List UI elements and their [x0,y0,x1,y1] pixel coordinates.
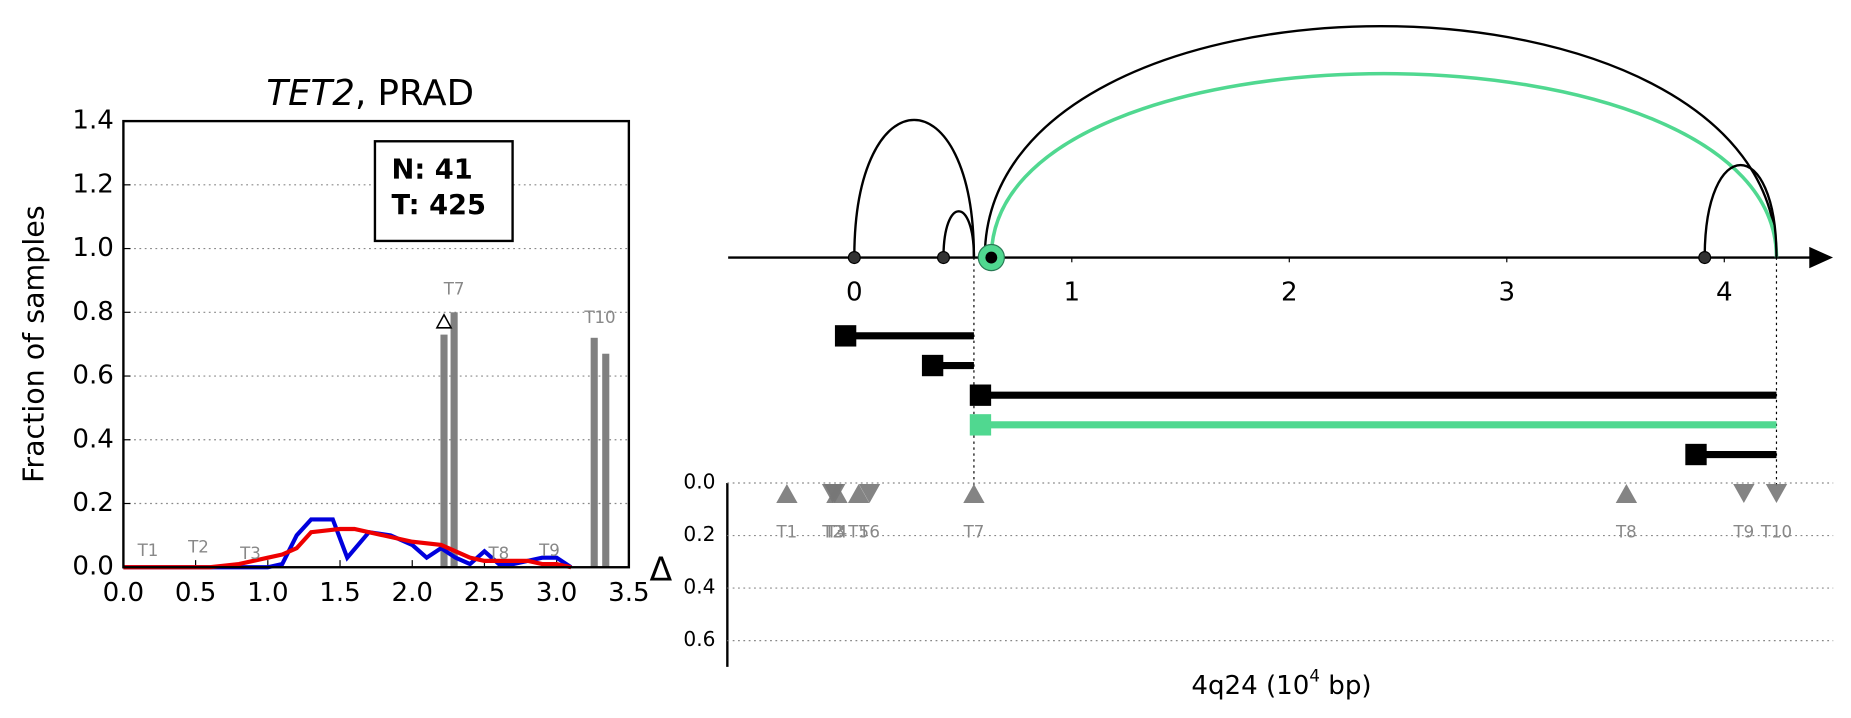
y-tick-label: 0.2 [683,522,715,546]
breakpoint [1698,251,1712,265]
x-tick-label: 3.5 [608,578,650,608]
y-tick-label: 1.2 [72,169,114,199]
track-label: T8 [1615,522,1637,541]
x-tick-label: 2.0 [391,578,433,608]
track-label: T3 [239,544,261,563]
title-gene: TET2 [266,73,355,114]
track-label: T3 [823,522,845,541]
x-tick-label: 0.5 [175,578,217,608]
x-tick-label: 3.0 [536,578,578,608]
chart-title: TET2, PRAD [266,73,474,114]
track-marker [826,484,848,503]
y-tick-label: 1.0 [72,233,114,263]
x-label-exponent: 4 [1309,666,1320,685]
track-label: T10 [1760,522,1792,541]
x-tick-label: 2 [1281,278,1298,308]
track-label: T7 [443,279,465,298]
track-label: T7 [963,522,985,541]
segment-start [834,325,857,347]
arc [1703,163,1778,258]
breakpoint [847,251,861,265]
track-label: T2 [187,538,209,557]
line-series [123,526,572,570]
bar [450,312,458,568]
track-label: T6 [858,522,880,541]
track-marker [858,484,881,503]
arc [942,210,976,258]
bar [440,334,448,568]
segment-start [969,414,992,436]
plot-frame [122,119,631,569]
track-label: T10 [583,308,615,327]
y-axis-label: Fraction of samples [18,205,51,483]
highlight-core [985,251,998,264]
y-tick-label: 0.2 [72,488,114,518]
y-tick-label: 0.0 [72,552,114,582]
arc [983,24,1778,258]
track-label: T1 [137,541,159,560]
y-tick-label: 0.4 [683,575,715,599]
bar [590,337,598,568]
segment-start [1685,443,1707,466]
x-tick-label: 0.0 [103,578,145,608]
arc [989,71,1779,258]
track-marker [1733,484,1755,503]
x-tick-label: 4 [1716,278,1733,308]
track-label: T8 [488,544,510,563]
x-tick-label: 1.5 [319,578,360,608]
x-label-unit: bp) [1320,670,1372,700]
delta-marker [435,313,453,329]
x-axis-label: 4q24 (104 bp) [1191,666,1371,700]
y-tick-label: 1.4 [72,106,114,136]
track-label: T2 [821,522,843,541]
legend-text: N: 41 [392,154,473,185]
x-tick-label: 3 [1498,278,1515,308]
y-tick-label: 0.6 [683,627,715,651]
x-tick-label: 1 [1063,278,1080,308]
segment-start [969,384,992,406]
track-label: T9 [1732,522,1754,541]
track-label: T9 [538,541,560,560]
arc [853,118,976,258]
delta-axis-label: Δ [650,549,673,588]
legend-box [373,140,514,243]
track-label: T5 [847,522,869,541]
x-tick-label: 1.0 [247,578,289,608]
breakpoint [936,251,951,265]
y-tick-label: 0.8 [72,297,114,327]
x-tick-label: 2.5 [464,578,506,608]
title-cohort: , PRAD [355,73,474,114]
track-marker [1615,484,1638,503]
legend-text: T: 425 [392,190,486,221]
y-tick-label: 0.4 [72,424,114,454]
y-tick-label: 0.0 [683,469,715,493]
axis-arrow [1809,246,1834,269]
y-tick-label: 0.6 [72,361,114,391]
track-marker [963,484,985,503]
segment-start [921,354,944,377]
track-marker [1765,484,1788,503]
track-marker [847,484,870,503]
track-label: T1 [776,522,798,541]
x-label-text: 4q24 (10 [1191,670,1309,700]
x-tick-label: 0 [846,278,863,308]
track-label: T4 [826,522,848,541]
bar [602,353,610,568]
track-marker [776,484,798,503]
